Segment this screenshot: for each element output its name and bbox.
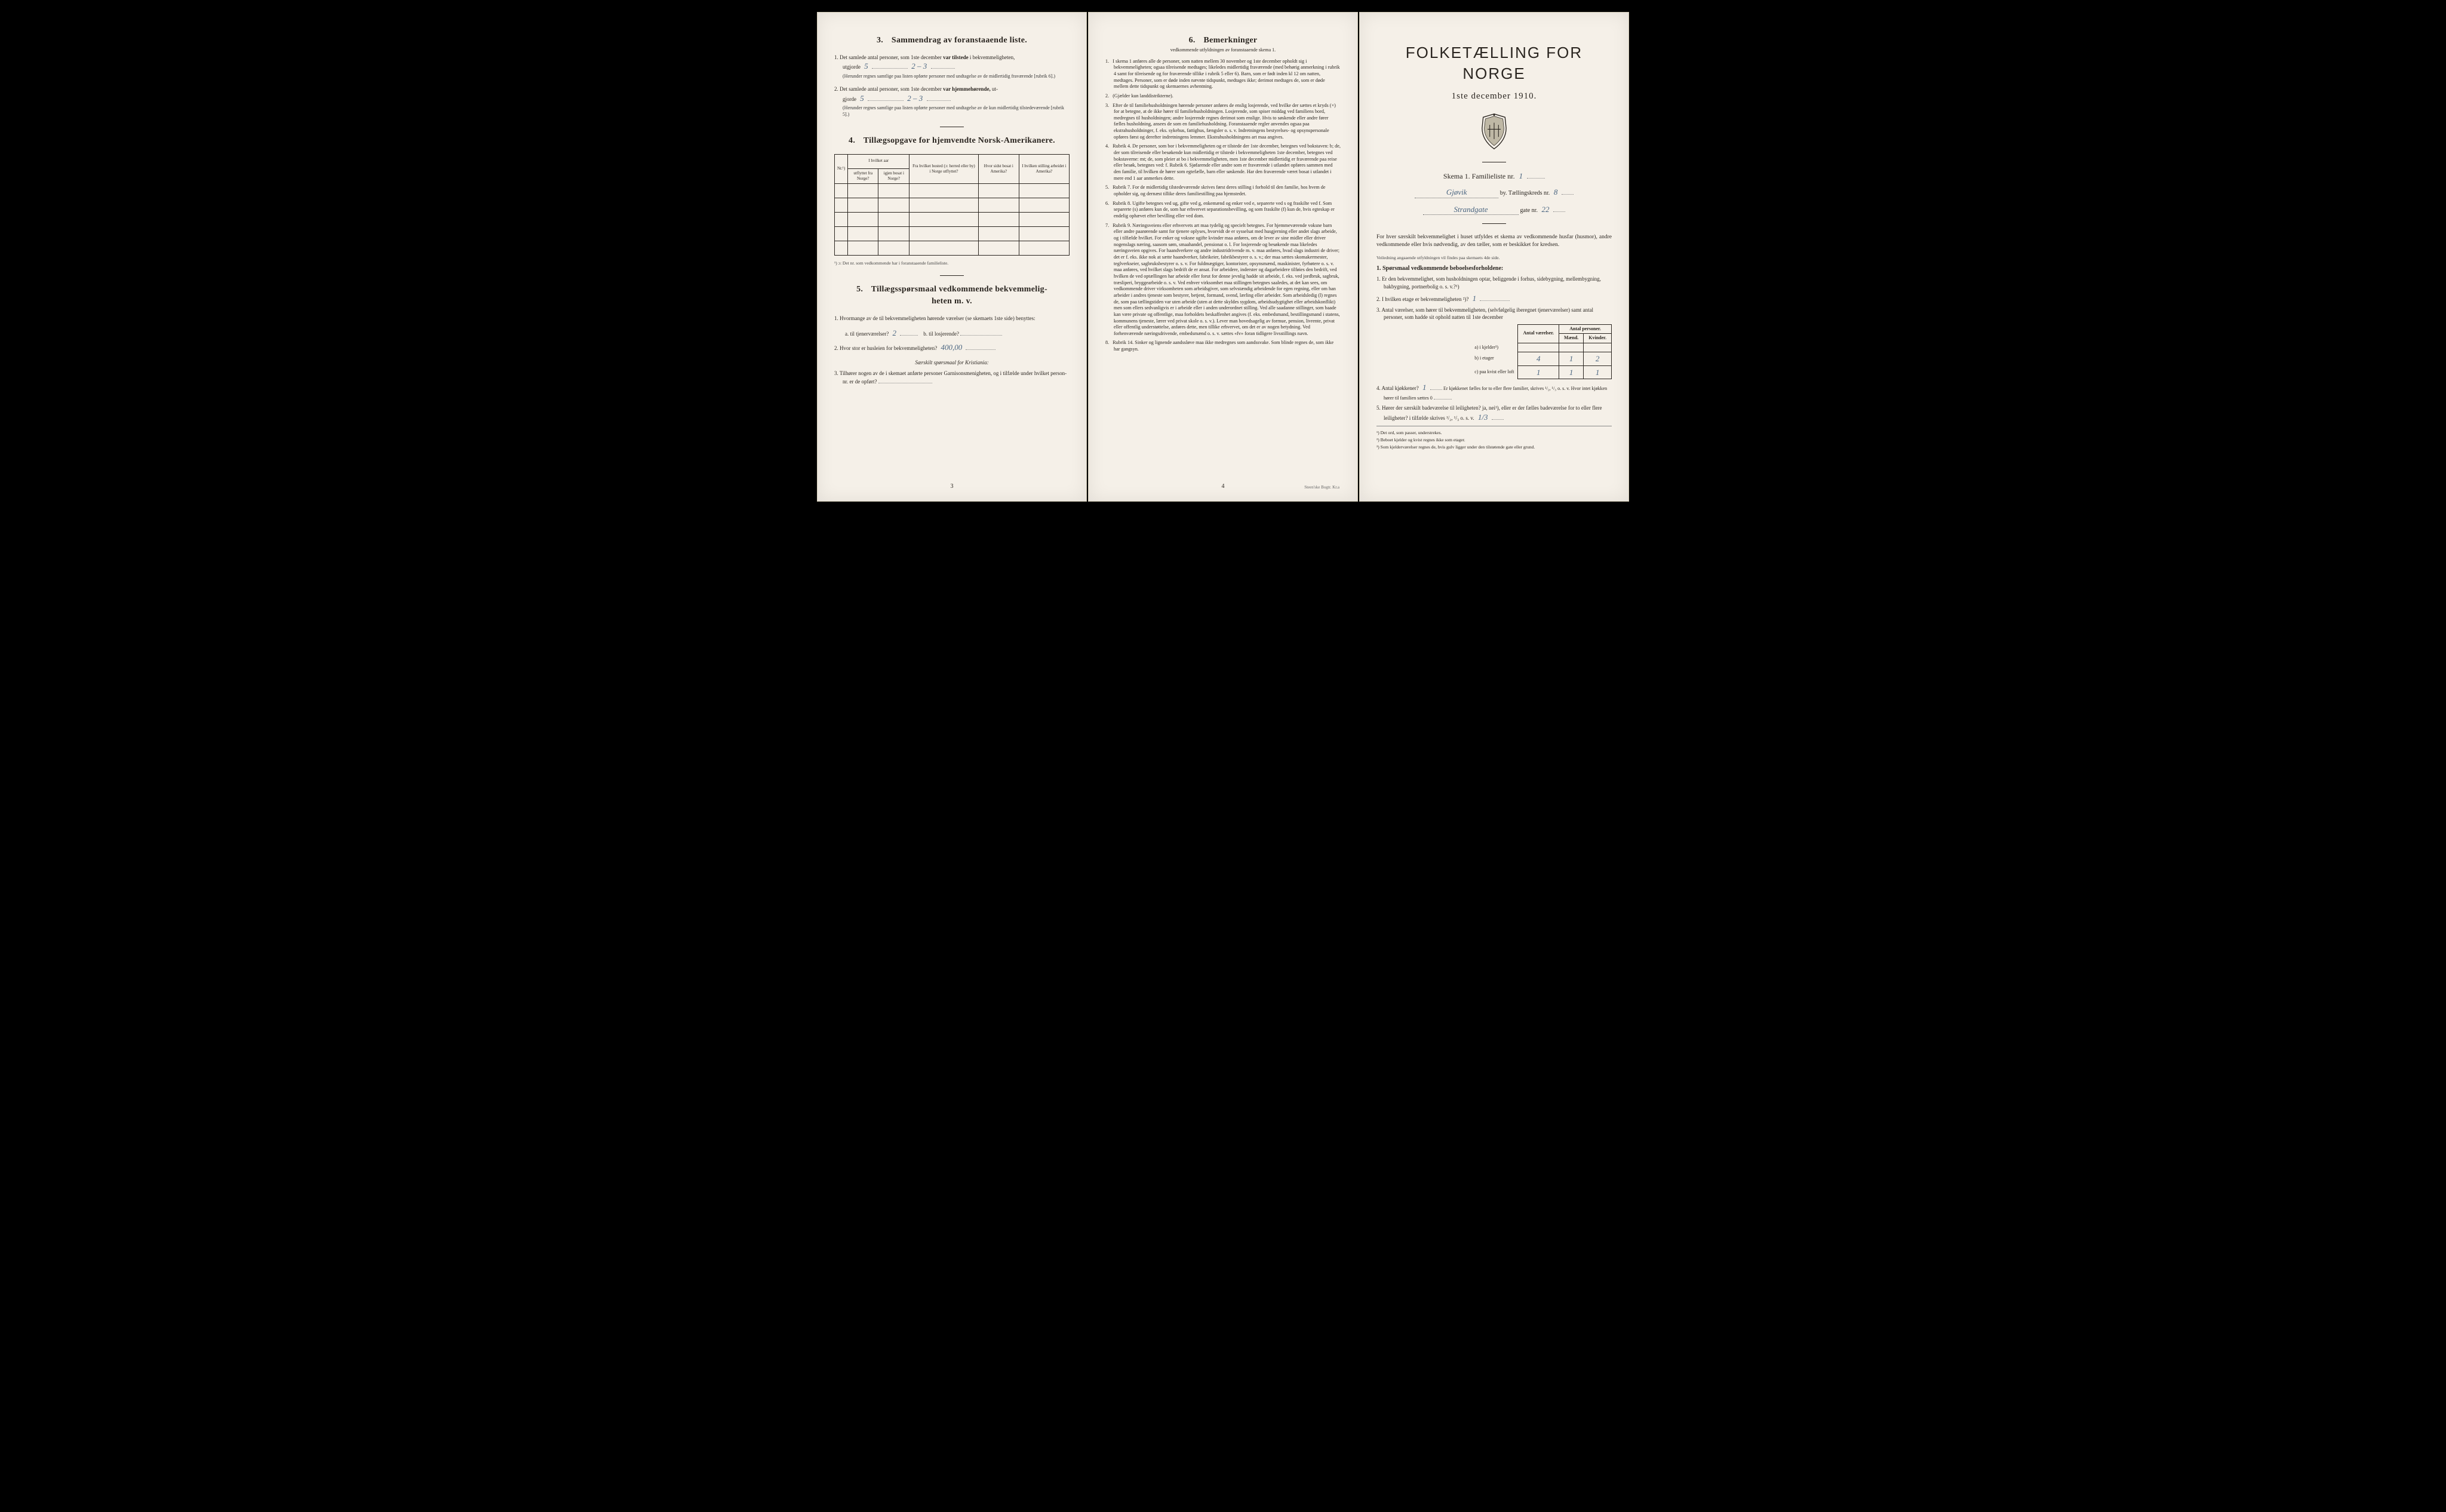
city-line: Gjøvik by. Tællingskreds nr. 8	[1376, 187, 1612, 198]
amerikanere-table: Nr.¹) I hvilket aar Fra hvilket bosted (…	[834, 154, 1070, 256]
q5-2: 2. Hvor stor er husleien for bekvemmelig…	[834, 342, 1070, 353]
page-cover: FOLKETÆLLING FOR NORGE 1ste december 191…	[1359, 12, 1629, 502]
handwritten-value: 5	[858, 94, 866, 103]
page-number: 4	[1222, 483, 1225, 490]
handwritten-value: 2	[890, 328, 899, 337]
remark-item: 4. Rubrik 4. De personer, som bor i bekv…	[1105, 143, 1341, 182]
col-from: Fra hvilket bosted (ɔ: herred eller by) …	[909, 154, 978, 184]
printer-imprint: Steen'ske Bogtr. Kr.a	[1304, 485, 1339, 490]
footnote-3: ³) Som kjelderværelser regnes de, hvis g…	[1376, 444, 1612, 450]
rooms-table: Antal værelser. Antal personer. Mænd. Kv…	[1470, 324, 1612, 379]
footnote-1: ¹) Det ord, som passer, understrekes.	[1376, 430, 1612, 436]
handwritten-street: Strandgate	[1423, 204, 1519, 216]
col-year: I hvilket aar	[848, 154, 909, 168]
q3-2: 2. Det samlede antal personer, som 1ste …	[834, 85, 1070, 118]
handwritten-value: 400,00	[938, 343, 964, 352]
q3-1: 1. Det samlede antal personer, som 1ste …	[834, 54, 1070, 79]
q3: 3. Antal værelser, som hører til bekvemm…	[1384, 306, 1612, 321]
col-where: Hvor sidst bosat i Amerika?	[978, 154, 1019, 184]
handwritten-value: 1/3	[1476, 413, 1491, 422]
street-line: Strandgate gate nr. 22	[1376, 204, 1612, 216]
section-6-heading: 6. Bemerkninger	[1105, 35, 1341, 46]
table-row: a) i kjelder³)	[1470, 343, 1611, 352]
document-spread: 3. Sammendrag av foranstaaende liste. 1.…	[817, 12, 1629, 502]
questions-heading: 1. Spørsmaal vedkommende beboelsesforhol…	[1376, 265, 1612, 273]
q4: 4. Antal kjøkkener? 1 Er kjøkkenet fælle…	[1384, 382, 1612, 401]
section-5-heading-cont: heten m. v.	[834, 296, 1070, 308]
table-footnote: ¹) ɔ: Det nr. som vedkommende har i fora…	[834, 260, 1070, 266]
handwritten-value: 1	[1470, 294, 1479, 303]
main-title: FOLKETÆLLING FOR NORGE	[1376, 42, 1612, 84]
handwritten-kreds: 8	[1551, 188, 1560, 196]
remarks-list: 1. I skema 1 anføres alle de personer, s…	[1105, 59, 1341, 353]
table-row: c) paa kvist eller loft 1 1 1	[1470, 365, 1611, 379]
handwritten-gatenr: 22	[1539, 205, 1551, 214]
page-3: 3. Sammendrag av foranstaaende liste. 1.…	[817, 12, 1087, 502]
section-3-heading: 3. Sammendrag av foranstaaende liste.	[834, 35, 1070, 47]
intro-note: Veiledning angaaende utfyldningen vil fi…	[1376, 255, 1612, 261]
section-6-subtitle: vedkommende utfyldningen av foranstaaend…	[1105, 47, 1341, 53]
q5: 5. Hører der særskilt badeværelse til le…	[1384, 404, 1612, 422]
handwritten-value: 1	[1517, 171, 1526, 180]
col-nr: Nr.¹)	[835, 154, 848, 184]
table-row	[835, 227, 1070, 241]
table-row: b) i etager 4 1 2	[1470, 352, 1611, 365]
remark-item: 3. Efter de til familiehusholdningen hør…	[1105, 103, 1341, 141]
q5-3: 3. Tilhører nogen av de i skemaet anført…	[834, 370, 1070, 385]
handwritten-value: 2 – 3	[905, 94, 925, 103]
skema-line: Skema 1. Familieliste nr. 1	[1376, 171, 1612, 182]
remark-item: 8. Rubrik 14. Sinker og lignende aandssl…	[1105, 340, 1341, 352]
table-row	[835, 241, 1070, 256]
remark-item: 5. Rubrik 7. For de midlertidig tilstede…	[1105, 185, 1341, 197]
handwritten-value: 2 – 3	[909, 62, 929, 70]
q2: 2. I hvilken etage er bekvemmeligheten ²…	[1384, 293, 1612, 304]
handwritten-city: Gjøvik	[1415, 187, 1498, 198]
section-title: Sammendrag av foranstaaende liste.	[892, 36, 1027, 45]
divider	[1482, 223, 1506, 224]
q5-1: 1. Hvormange av de til bekvemmeligheten …	[834, 315, 1070, 322]
remark-item: 6. Rubrik 8. Ugifte betegnes ved ug, gif…	[1105, 201, 1341, 220]
handwritten-value: 1	[1420, 383, 1429, 392]
page-number: 3	[951, 483, 954, 491]
table-row	[835, 213, 1070, 227]
note: (Herunder regnes samtlige paa listen opf…	[843, 73, 1070, 80]
q5-1-sub: a. til tjenerværelser? 2 b. til losjeren…	[845, 328, 1070, 339]
footnote-2: ²) Beboet kjelder og kvist regnes ikke s…	[1376, 437, 1612, 443]
section-5-heading: 5. Tillægsspørsmaal vedkommende bekvemme…	[834, 284, 1070, 296]
footnotes: ¹) Det ord, som passer, understrekes. ²)…	[1376, 426, 1612, 450]
coat-of-arms	[1376, 113, 1612, 153]
note: (Herunder regnes samtlige paa listen opf…	[843, 105, 1070, 118]
handwritten-value: 5	[862, 62, 871, 70]
col-position: I hvilken stilling arbeidet i Amerika?	[1019, 154, 1069, 184]
remark-item: 2. (Gjælder kun landdistrikterne).	[1105, 93, 1341, 100]
page-4: 6. Bemerkninger vedkommende utfyldningen…	[1088, 12, 1358, 502]
remark-item: 1. I skema 1 anføres alle de personer, s…	[1105, 59, 1341, 90]
q1: 1. Er den bekvemmelighet, som husholdnin…	[1384, 275, 1612, 290]
remark-item: 7. Rubrik 9. Næringsveiens eller erhverv…	[1105, 223, 1341, 337]
kristiania-note: Særskilt spørsmaal for Kristiania:	[834, 359, 1070, 366]
section-number: 3.	[877, 36, 883, 45]
intro-paragraph: For hver særskilt bekvemmelighet i huset…	[1376, 233, 1612, 249]
census-date: 1ste december 1910.	[1376, 90, 1612, 102]
table-row	[835, 198, 1070, 213]
section-4-heading: 4. Tillægsopgave for hjemvendte Norsk-Am…	[834, 136, 1070, 147]
table-row	[835, 184, 1070, 198]
divider	[940, 275, 964, 276]
